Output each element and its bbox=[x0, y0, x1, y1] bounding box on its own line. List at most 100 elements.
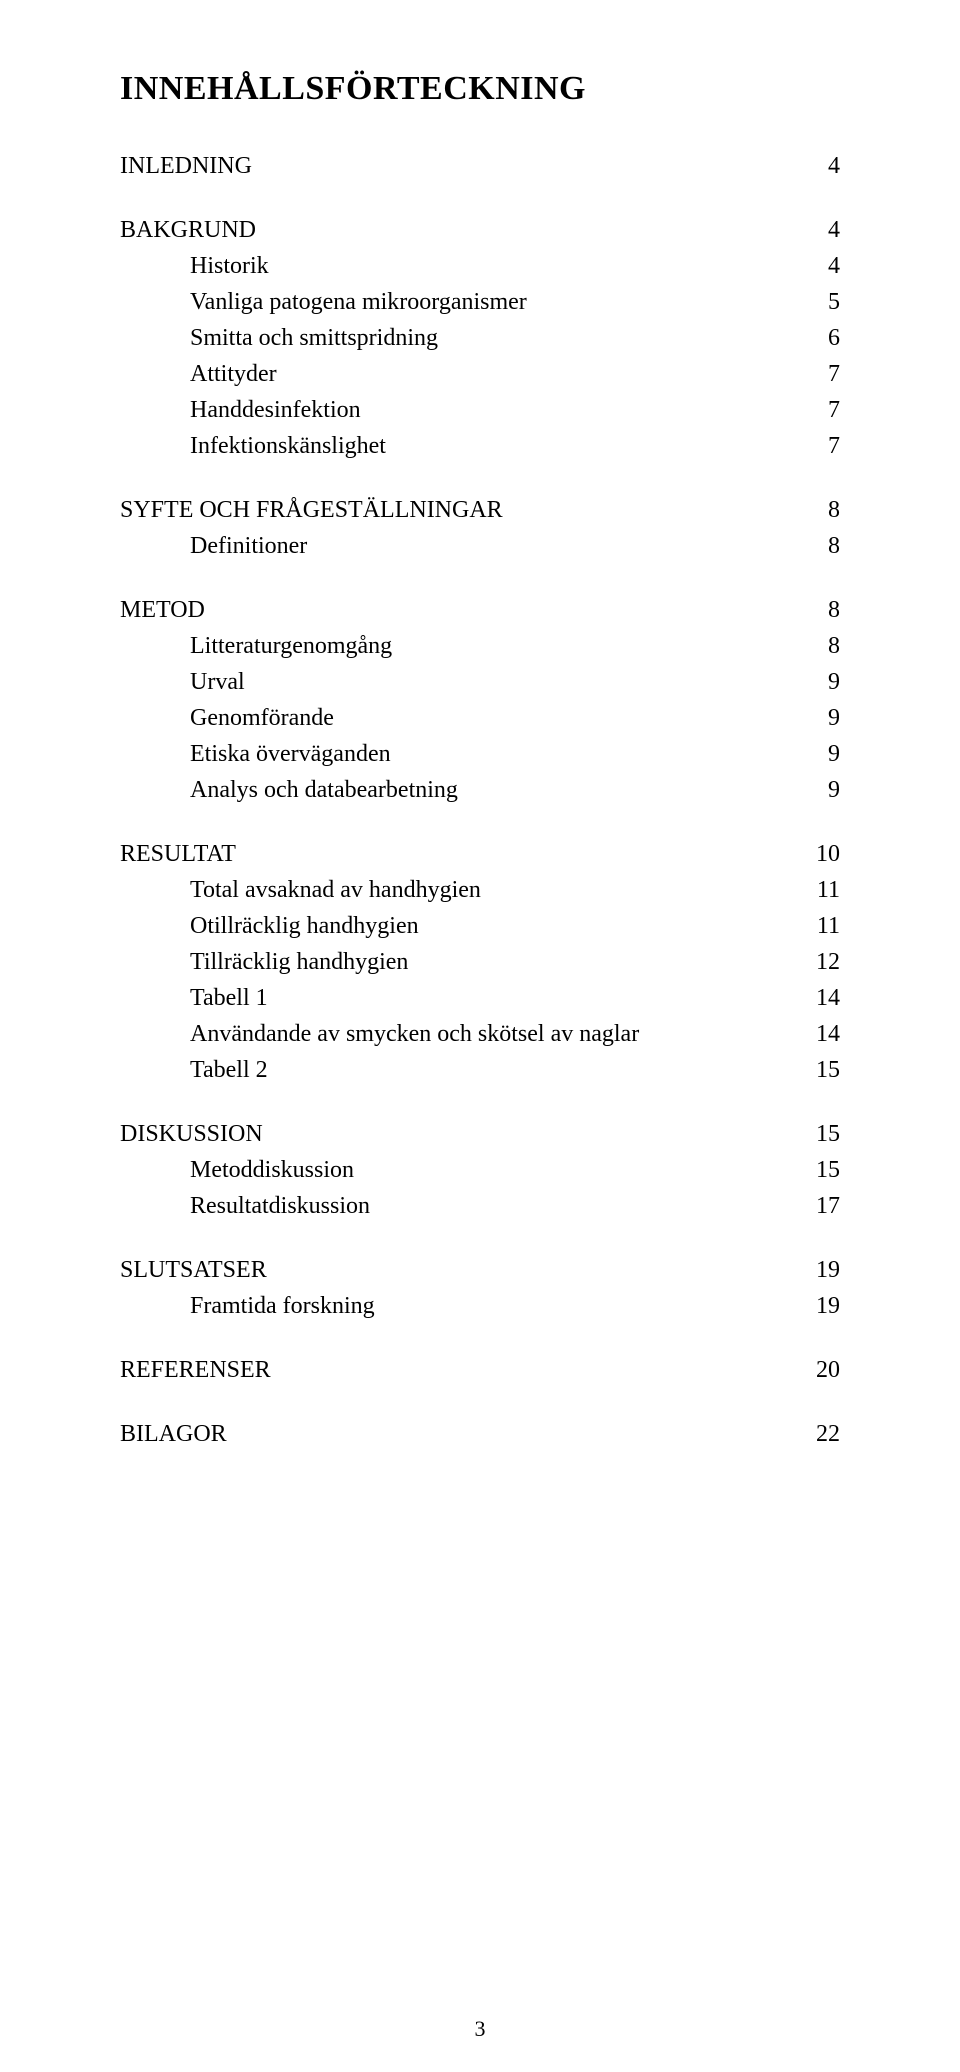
page-number: 3 bbox=[0, 2016, 960, 2042]
toc-section-head: BAKGRUND4 bbox=[120, 212, 840, 248]
toc-subitem: Användande av smycken och skötsel av nag… bbox=[120, 1016, 840, 1052]
toc-subitem-page: 11 bbox=[780, 872, 840, 908]
toc-subitem-page: 7 bbox=[780, 392, 840, 428]
toc-section: METOD8Litteraturgenomgång8Urval9Genomför… bbox=[120, 592, 840, 808]
toc-subitem: Tabell 114 bbox=[120, 980, 840, 1016]
toc-subitem-page: 17 bbox=[780, 1188, 840, 1224]
toc-subitem-label: Smitta och smittspridning bbox=[190, 320, 780, 356]
toc-section-label: RESULTAT bbox=[120, 836, 780, 872]
toc-subitem-label: Infektionskänslighet bbox=[190, 428, 780, 464]
toc-section: REFERENSER20 bbox=[120, 1352, 840, 1388]
toc-subitem-label: Etiska överväganden bbox=[190, 736, 780, 772]
toc-subitem-label: Framtida forskning bbox=[190, 1288, 780, 1324]
toc-subitem-label: Genomförande bbox=[190, 700, 780, 736]
toc-section-page: 4 bbox=[780, 212, 840, 248]
toc-subitem: Litteraturgenomgång8 bbox=[120, 628, 840, 664]
toc-subitem: Resultatdiskussion17 bbox=[120, 1188, 840, 1224]
toc-subitem-page: 14 bbox=[780, 980, 840, 1016]
toc-body: INLEDNING4BAKGRUND4Historik4Vanliga pato… bbox=[120, 148, 840, 1452]
toc-section-label: DISKUSSION bbox=[120, 1116, 780, 1152]
toc-subitem-label: Litteraturgenomgång bbox=[190, 628, 780, 664]
toc-section-head: SLUTSATSER19 bbox=[120, 1252, 840, 1288]
toc-subitem: Historik4 bbox=[120, 248, 840, 284]
toc-section-head: SYFTE OCH FRÅGESTÄLLNINGAR8 bbox=[120, 492, 840, 528]
toc-subitem: Total avsaknad av handhygien11 bbox=[120, 872, 840, 908]
toc-subitem-page: 15 bbox=[780, 1152, 840, 1188]
toc-subitem-label: Tabell 2 bbox=[190, 1052, 780, 1088]
toc-subitem-page: 19 bbox=[780, 1288, 840, 1324]
toc-section-page: 4 bbox=[780, 148, 840, 184]
toc-section-head: DISKUSSION15 bbox=[120, 1116, 840, 1152]
toc-section-head: BILAGOR22 bbox=[120, 1416, 840, 1452]
toc-subitem: Genomförande9 bbox=[120, 700, 840, 736]
toc-subitem: Metoddiskussion15 bbox=[120, 1152, 840, 1188]
toc-title: INNEHÅLLSFÖRTECKNING bbox=[120, 70, 840, 108]
toc-section-head: REFERENSER20 bbox=[120, 1352, 840, 1388]
toc-subitem: Vanliga patogena mikroorganismer5 bbox=[120, 284, 840, 320]
toc-section-page: 15 bbox=[780, 1116, 840, 1152]
toc-subitem: Analys och databearbetning9 bbox=[120, 772, 840, 808]
toc-subitem-page: 9 bbox=[780, 772, 840, 808]
toc-section-label: BAKGRUND bbox=[120, 212, 780, 248]
toc-subitem-page: 6 bbox=[780, 320, 840, 356]
toc-subitem-page: 4 bbox=[780, 248, 840, 284]
toc-section: BILAGOR22 bbox=[120, 1416, 840, 1452]
toc-subitem-label: Resultatdiskussion bbox=[190, 1188, 780, 1224]
toc-subitem-page: 7 bbox=[780, 356, 840, 392]
toc-subitem-label: Användande av smycken och skötsel av nag… bbox=[190, 1016, 780, 1052]
toc-subitem-label: Tabell 1 bbox=[190, 980, 780, 1016]
toc-subitem: Handdesinfektion7 bbox=[120, 392, 840, 428]
toc-subitem: Tabell 215 bbox=[120, 1052, 840, 1088]
toc-subitem: Attityder7 bbox=[120, 356, 840, 392]
toc-subitem-page: 14 bbox=[780, 1016, 840, 1052]
toc-subitem-page: 9 bbox=[780, 664, 840, 700]
toc-subitem-page: 11 bbox=[780, 908, 840, 944]
toc-section-head: METOD8 bbox=[120, 592, 840, 628]
toc-section-label: SLUTSATSER bbox=[120, 1252, 780, 1288]
toc-subitem-page: 12 bbox=[780, 944, 840, 980]
toc-subitem-label: Otillräcklig handhygien bbox=[190, 908, 780, 944]
toc-subitem-page: 9 bbox=[780, 700, 840, 736]
toc-subitem: Tillräcklig handhygien12 bbox=[120, 944, 840, 980]
toc-page: INNEHÅLLSFÖRTECKNING INLEDNING4BAKGRUND4… bbox=[0, 0, 960, 2072]
toc-subitem-label: Attityder bbox=[190, 356, 780, 392]
toc-subitem-label: Historik bbox=[190, 248, 780, 284]
toc-section-label: SYFTE OCH FRÅGESTÄLLNINGAR bbox=[120, 492, 780, 528]
toc-subitem: Urval9 bbox=[120, 664, 840, 700]
toc-subitem: Infektionskänslighet7 bbox=[120, 428, 840, 464]
toc-subitem-label: Total avsaknad av handhygien bbox=[190, 872, 780, 908]
toc-section-head: RESULTAT10 bbox=[120, 836, 840, 872]
toc-section-label: BILAGOR bbox=[120, 1416, 780, 1452]
toc-section-head: INLEDNING4 bbox=[120, 148, 840, 184]
toc-section-page: 19 bbox=[780, 1252, 840, 1288]
toc-section-label: METOD bbox=[120, 592, 780, 628]
toc-subitem: Otillräcklig handhygien11 bbox=[120, 908, 840, 944]
toc-subitem-page: 9 bbox=[780, 736, 840, 772]
toc-subitem-label: Urval bbox=[190, 664, 780, 700]
toc-section-page: 22 bbox=[780, 1416, 840, 1452]
toc-subitem-label: Metoddiskussion bbox=[190, 1152, 780, 1188]
toc-section-label: INLEDNING bbox=[120, 148, 780, 184]
toc-subitem-page: 7 bbox=[780, 428, 840, 464]
toc-subitem-label: Analys och databearbetning bbox=[190, 772, 780, 808]
toc-section-page: 10 bbox=[780, 836, 840, 872]
toc-subitem-page: 15 bbox=[780, 1052, 840, 1088]
toc-section: INLEDNING4 bbox=[120, 148, 840, 184]
toc-subitem: Smitta och smittspridning6 bbox=[120, 320, 840, 356]
toc-subitem-page: 5 bbox=[780, 284, 840, 320]
toc-subitem-page: 8 bbox=[780, 628, 840, 664]
toc-subitem: Framtida forskning19 bbox=[120, 1288, 840, 1324]
toc-section: SYFTE OCH FRÅGESTÄLLNINGAR8Definitioner8 bbox=[120, 492, 840, 564]
toc-subitem: Etiska överväganden9 bbox=[120, 736, 840, 772]
toc-section: SLUTSATSER19Framtida forskning19 bbox=[120, 1252, 840, 1324]
toc-subitem: Definitioner8 bbox=[120, 528, 840, 564]
toc-section-page: 8 bbox=[780, 592, 840, 628]
toc-subitem-label: Definitioner bbox=[190, 528, 780, 564]
toc-section: DISKUSSION15Metoddiskussion15Resultatdis… bbox=[120, 1116, 840, 1224]
toc-subitem-label: Vanliga patogena mikroorganismer bbox=[190, 284, 780, 320]
toc-subitem-label: Tillräcklig handhygien bbox=[190, 944, 780, 980]
toc-subitem-page: 8 bbox=[780, 528, 840, 564]
toc-section: BAKGRUND4Historik4Vanliga patogena mikro… bbox=[120, 212, 840, 464]
toc-section-page: 20 bbox=[780, 1352, 840, 1388]
toc-section: RESULTAT10Total avsaknad av handhygien11… bbox=[120, 836, 840, 1088]
